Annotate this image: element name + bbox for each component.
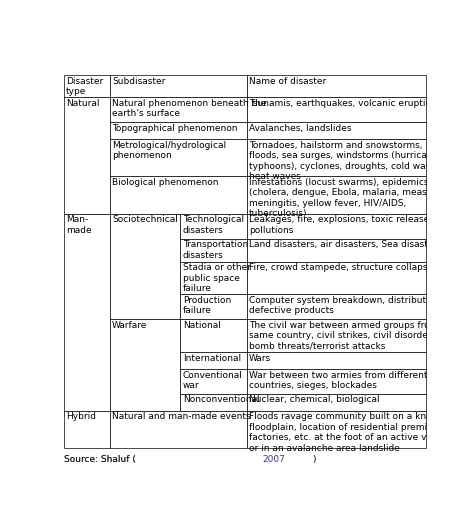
Bar <box>246 97 426 122</box>
Text: Computer system breakdown, distribution of
defective products: Computer system breakdown, distribution … <box>249 296 451 315</box>
Text: Sociotechnical: Sociotechnical <box>112 215 178 224</box>
Bar <box>181 319 246 352</box>
Bar <box>181 294 246 319</box>
Bar <box>64 214 110 411</box>
Text: Subdisaster: Subdisaster <box>112 77 165 85</box>
Text: The civil war between armed groups from the
same country, civil strikes, civil d: The civil war between armed groups from … <box>249 321 456 351</box>
Text: Floods ravage community built on a known
floodplain, location of residential pre: Floods ravage community built on a known… <box>249 412 456 453</box>
Text: National: National <box>182 321 220 330</box>
Text: Hybrid: Hybrid <box>66 412 96 421</box>
Text: Leakages, fire, explosions, toxic release,
pollutions: Leakages, fire, explosions, toxic releas… <box>249 215 432 235</box>
Bar <box>246 294 426 319</box>
Bar <box>110 75 246 97</box>
Text: ): ) <box>312 455 316 464</box>
Bar <box>246 177 426 214</box>
Text: Technological
disasters: Technological disasters <box>182 215 244 235</box>
Bar <box>110 411 246 448</box>
Bar <box>246 319 426 352</box>
Text: Nuclear, chemical, biological: Nuclear, chemical, biological <box>249 396 379 405</box>
Text: Topographical phenomenon: Topographical phenomenon <box>112 124 237 133</box>
Bar <box>110 319 181 411</box>
Text: War between two armies from different
countries, sieges, blockades: War between two armies from different co… <box>249 370 427 390</box>
Text: Name of disaster: Name of disaster <box>249 77 326 85</box>
Text: Production
failure: Production failure <box>182 296 231 315</box>
Bar <box>246 238 426 261</box>
Text: Stadia or other
public space
failure: Stadia or other public space failure <box>182 263 251 293</box>
Text: Land disasters, air disasters, Sea disasters: Land disasters, air disasters, Sea disas… <box>249 241 442 249</box>
Text: Source: Shaluf (: Source: Shaluf ( <box>64 455 136 464</box>
Text: Avalanches, landslides: Avalanches, landslides <box>249 124 351 133</box>
Bar <box>181 394 246 411</box>
Text: Biological phenomenon: Biological phenomenon <box>112 178 219 187</box>
Text: Wars: Wars <box>249 354 271 363</box>
Text: Metrological/hydrological
phenomenon: Metrological/hydrological phenomenon <box>112 141 226 160</box>
Text: Transportation
disasters: Transportation disasters <box>182 241 248 260</box>
Bar <box>246 139 426 177</box>
Text: Natural: Natural <box>66 99 100 108</box>
Text: 2007: 2007 <box>262 455 285 464</box>
Text: Source: Shaluf (: Source: Shaluf ( <box>64 455 136 464</box>
Bar <box>246 369 426 394</box>
Bar <box>64 411 110 448</box>
Text: Disaster
type: Disaster type <box>66 77 103 96</box>
Text: Fire, crowd stampede, structure collapse: Fire, crowd stampede, structure collapse <box>249 263 433 272</box>
Bar <box>246 75 426 97</box>
Bar <box>246 122 426 139</box>
Bar <box>181 369 246 394</box>
Text: Natural phenomenon beneath the
earth’s surface: Natural phenomenon beneath the earth’s s… <box>112 99 267 118</box>
Text: Infestations (locust swarms), epidemics
(cholera, dengue, Ebola, malaria, measle: Infestations (locust swarms), epidemics … <box>249 178 442 219</box>
Text: Tsunamis, earthquakes, volcanic eruption: Tsunamis, earthquakes, volcanic eruption <box>249 99 437 108</box>
Text: Nonconventional: Nonconventional <box>182 396 259 405</box>
Bar <box>64 75 110 97</box>
Bar <box>110 122 246 139</box>
Text: Source: Shaluf ( 2007 ): Source: Shaluf ( 2007 ) <box>64 455 173 464</box>
Bar <box>64 97 110 214</box>
Bar <box>181 352 246 369</box>
Bar <box>246 411 426 448</box>
Text: International: International <box>182 354 241 363</box>
Bar <box>110 214 181 319</box>
Bar <box>246 394 426 411</box>
Bar <box>181 238 246 261</box>
Text: Man-
made: Man- made <box>66 215 91 235</box>
Bar <box>110 97 246 122</box>
Text: Natural and man-made events: Natural and man-made events <box>112 412 251 421</box>
Bar <box>110 177 246 214</box>
Text: Warfare: Warfare <box>112 321 147 330</box>
Bar <box>181 261 246 294</box>
Text: Conventional
war: Conventional war <box>182 370 243 390</box>
Bar <box>110 139 246 177</box>
Text: Tornadoes, hailstorm and snowstorms,
floods, sea surges, windstorms (hurricanes
: Tornadoes, hailstorm and snowstorms, flo… <box>249 141 444 181</box>
Bar <box>246 352 426 369</box>
Bar <box>246 214 426 238</box>
Bar <box>246 261 426 294</box>
Bar <box>181 214 246 238</box>
